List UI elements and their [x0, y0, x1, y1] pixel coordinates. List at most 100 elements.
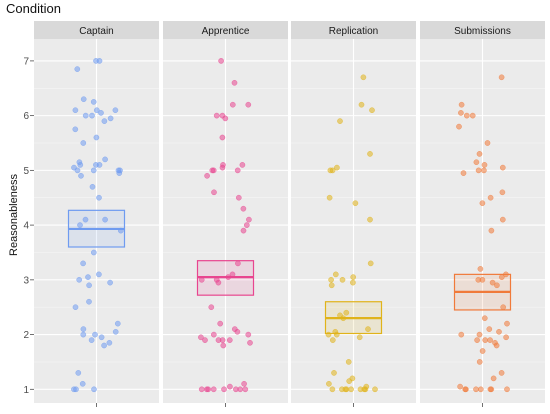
- data-point: [86, 298, 92, 305]
- facet-strip-label: Replication: [329, 26, 378, 37]
- data-point: [332, 271, 339, 278]
- data-point: [80, 260, 86, 267]
- data-point: [205, 386, 212, 393]
- data-point: [350, 274, 357, 280]
- data-point: [463, 386, 469, 393]
- data-point: [106, 339, 113, 346]
- data-point: [117, 227, 124, 234]
- data-point: [116, 170, 123, 176]
- data-point: [476, 331, 483, 338]
- data-point: [498, 370, 505, 376]
- data-point: [227, 383, 233, 390]
- data-point: [503, 334, 509, 341]
- data-point: [226, 337, 233, 343]
- y-tick-label: 5: [23, 166, 29, 177]
- data-point: [504, 386, 510, 393]
- data-point: [475, 167, 482, 174]
- data-point: [72, 304, 79, 311]
- data-point: [210, 331, 217, 338]
- data-point: [358, 101, 365, 108]
- data-point: [372, 386, 378, 393]
- data-point: [77, 162, 84, 168]
- data-point: [229, 271, 236, 278]
- data-point: [74, 66, 81, 72]
- data-point: [218, 58, 224, 64]
- facet-strip: [291, 21, 416, 39]
- data-point: [476, 359, 483, 365]
- data-point: [220, 342, 227, 349]
- data-point: [489, 279, 496, 286]
- data-point: [89, 183, 96, 190]
- data-point: [72, 107, 79, 114]
- data-point: [80, 331, 87, 338]
- data-point: [229, 101, 236, 108]
- data-point: [369, 107, 375, 114]
- data-point: [96, 194, 102, 201]
- data-point: [246, 216, 252, 223]
- data-point: [82, 216, 89, 223]
- facet-strip-label: Captain: [79, 26, 113, 37]
- data-point: [101, 342, 107, 349]
- data-point: [240, 205, 247, 212]
- data-point: [503, 271, 509, 278]
- data-point: [328, 276, 334, 283]
- data-point: [484, 140, 491, 146]
- data-point: [367, 151, 373, 157]
- data-point: [245, 331, 252, 338]
- data-point: [474, 337, 480, 343]
- data-point: [340, 315, 347, 322]
- data-point: [219, 164, 226, 171]
- data-point: [329, 167, 336, 174]
- panels-layer: 1 2 3 4 5 6 7 Captain Apprentice Replication Submi…: [23, 21, 545, 407]
- data-point: [488, 386, 495, 393]
- data-point: [337, 118, 343, 124]
- y-tick-label: 7: [23, 56, 29, 67]
- data-point: [243, 222, 250, 228]
- data-point: [98, 110, 104, 116]
- data-point: [473, 386, 479, 393]
- data-point: [352, 200, 359, 207]
- data-point: [329, 386, 336, 393]
- facet-strip: [163, 21, 288, 39]
- data-point: [91, 386, 97, 393]
- data-point: [234, 328, 241, 335]
- panel-apprentice: Apprentice: [163, 21, 288, 407]
- data-point: [219, 134, 226, 141]
- data-point: [198, 276, 205, 283]
- data-point: [339, 276, 346, 283]
- data-point: [222, 115, 229, 122]
- data-point: [460, 170, 467, 176]
- data-point: [346, 378, 353, 384]
- data-point: [494, 282, 500, 289]
- data-point: [102, 156, 108, 163]
- data-point: [487, 194, 494, 201]
- data-point: [473, 159, 480, 166]
- chart-title: Condition: [6, 1, 61, 16]
- data-point: [456, 123, 462, 130]
- data-point: [334, 164, 340, 171]
- data-point: [231, 79, 238, 86]
- data-point: [211, 189, 217, 196]
- data-point: [90, 99, 97, 105]
- data-point: [343, 386, 350, 393]
- data-point: [487, 337, 493, 343]
- data-point: [112, 328, 119, 335]
- data-point: [326, 194, 333, 201]
- data-point: [198, 386, 205, 393]
- data-point: [241, 380, 247, 387]
- y-tick-label: 4: [23, 221, 29, 232]
- data-point: [242, 386, 249, 393]
- data-point: [477, 386, 484, 393]
- data-point: [488, 227, 495, 234]
- data-point: [234, 167, 241, 174]
- data-point: [326, 380, 332, 387]
- data-point: [215, 279, 222, 286]
- data-point: [71, 386, 77, 393]
- data-point: [101, 118, 108, 124]
- data-point: [213, 112, 220, 119]
- data-point: [458, 101, 465, 108]
- data-point: [331, 370, 337, 376]
- data-point: [325, 331, 332, 338]
- data-point: [360, 74, 367, 81]
